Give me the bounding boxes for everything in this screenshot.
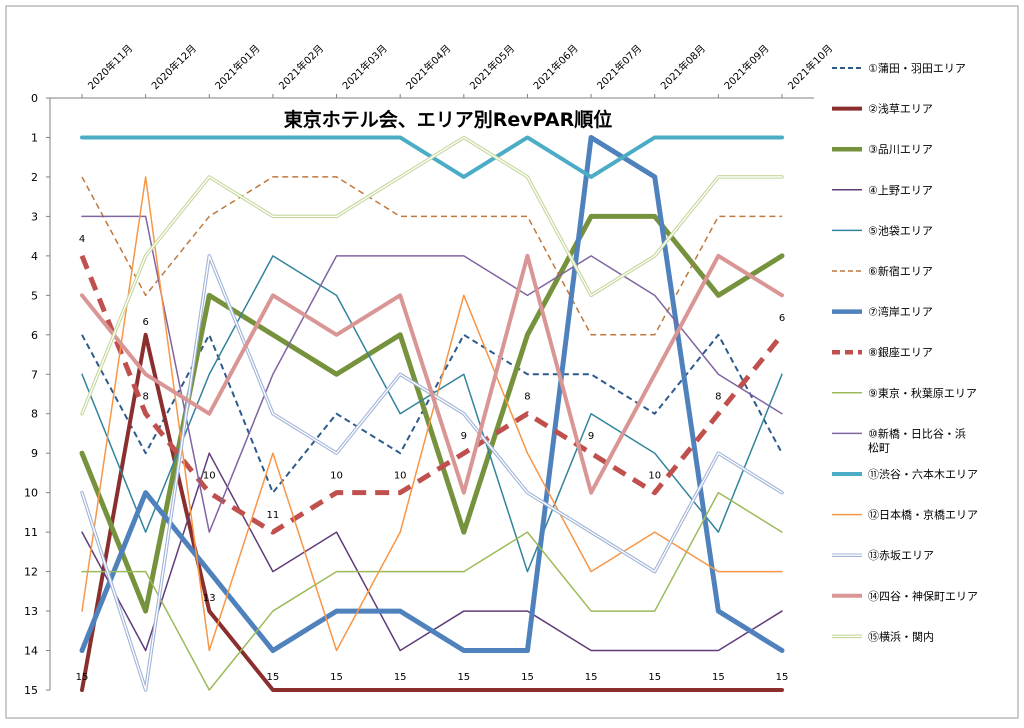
series-line — [79, 134, 785, 654]
legend-entry-8: ⑧銀座エリア — [832, 345, 933, 359]
data-label: 15 — [648, 672, 661, 683]
chart-border — [5, 5, 1019, 719]
y-tick-label: 4 — [31, 250, 38, 263]
legend-label-cont: 松町 — [868, 440, 890, 454]
y-tick-label: 8 — [31, 408, 38, 421]
legend-label: ⑬赤坂エリア — [868, 549, 934, 562]
data-label: 15 — [457, 672, 470, 683]
series-line — [80, 253, 784, 495]
series-line — [79, 213, 785, 614]
legend-entry-5: ⑤池袋エリア — [832, 223, 933, 237]
series-line — [81, 176, 782, 336]
data-label: 13 — [203, 593, 216, 604]
series-line — [81, 215, 783, 533]
legend-entry-13: ⑬赤坂エリア — [832, 549, 934, 562]
data-label: 9 — [588, 431, 594, 442]
y-tick-label: 13 — [24, 605, 38, 618]
legend-label: ⑤池袋エリア — [868, 223, 933, 237]
data-label: 10 — [648, 471, 661, 482]
series-line — [81, 176, 783, 652]
y-tick-label: 3 — [31, 210, 38, 223]
y-tick-label: 10 — [24, 487, 38, 500]
legend-label: ⑩新橋・日比谷・浜 — [868, 426, 966, 440]
data-label: 15 — [521, 672, 534, 683]
legend-entry-1: ①蒲田・羽田エリア — [832, 61, 966, 75]
series-14 — [80, 253, 784, 495]
data-label: 15 — [585, 672, 598, 683]
data-label: 9 — [461, 431, 467, 442]
data-label: 11 — [267, 510, 280, 521]
legend-label: ⑧銀座エリア — [868, 345, 933, 359]
legend-label: ①蒲田・羽田エリア — [868, 61, 966, 75]
legend-label: ④上野エリア — [868, 184, 933, 197]
series-10 — [81, 215, 783, 533]
data-label: 6 — [779, 313, 785, 324]
data-label: 8 — [715, 392, 721, 403]
data-label: 10 — [330, 471, 343, 482]
legend-label: ⑫日本橋・京橋エリア — [868, 508, 978, 522]
series-line — [81, 491, 783, 691]
legend-label: ⑪渋谷・六本木エリア — [868, 467, 978, 481]
y-tick-label: 2 — [31, 171, 38, 184]
legend-label: ⑥新宿エリア — [868, 264, 933, 278]
legend-entry-2: ②浅草エリア — [832, 103, 933, 116]
legend-label: ③品川エリア — [868, 143, 933, 156]
y-tick-label: 12 — [24, 566, 38, 579]
data-label: 15 — [267, 672, 280, 683]
legend-label: ⑮横浜・関内 — [868, 629, 934, 643]
legend-entry-14: ⑭四谷・神保町エリア — [832, 589, 978, 603]
series-7 — [79, 134, 785, 654]
y-tick-label: 0 — [31, 92, 38, 105]
y-tick-label: 14 — [24, 645, 38, 658]
data-label: 15 — [76, 672, 89, 683]
legend-entry-4: ④上野エリア — [832, 184, 933, 197]
series-line — [80, 332, 784, 692]
series-12 — [81, 176, 783, 652]
data-label: 6 — [142, 317, 148, 328]
legend-entry-10: ⑩新橋・日比谷・浜松町 — [832, 426, 966, 454]
data-label: 15 — [394, 672, 407, 683]
legend-entry-9: ⑨東京・秋葉原エリア — [832, 386, 977, 400]
legend-label: ⑨東京・秋葉原エリア — [868, 386, 977, 400]
series-2 — [80, 332, 784, 692]
y-tick-label: 7 — [31, 368, 38, 381]
legend-entry-6: ⑥新宿エリア — [832, 264, 933, 278]
legend-entry-7: ⑦湾岸エリア — [832, 305, 933, 319]
legend-entry-11: ⑪渋谷・六本木エリア — [832, 467, 978, 481]
series-6 — [81, 176, 782, 336]
y-tick-label: 9 — [31, 447, 38, 460]
legend-entry-15: ⑮横浜・関内 — [832, 629, 934, 643]
legend-label: ②浅草エリア — [868, 103, 933, 116]
legend-entry-12: ⑫日本橋・京橋エリア — [832, 508, 978, 522]
y-tick-label: 6 — [31, 329, 38, 342]
legend-entry-3: ③品川エリア — [832, 143, 933, 156]
data-label: 4 — [79, 234, 85, 245]
data-label: 15 — [712, 672, 725, 683]
data-label: 15 — [330, 672, 343, 683]
series-15 — [80, 135, 784, 416]
data-label: 10 — [394, 471, 407, 482]
y-tick-label: 5 — [31, 289, 38, 302]
y-tick-label: 11 — [24, 526, 38, 539]
y-tick-label: 1 — [31, 131, 38, 144]
data-label: 15 — [776, 672, 789, 683]
legend-label: ⑦湾岸エリア — [868, 305, 933, 319]
data-label: 8 — [524, 392, 530, 403]
series-3 — [79, 213, 785, 614]
chart-title: 東京ホテル会、エリア別RevPAR順位 — [284, 108, 612, 131]
data-label: 8 — [142, 392, 148, 403]
data-label: 10 — [203, 471, 216, 482]
series-line-inner — [81, 136, 783, 415]
legend-label: ⑭四谷・神保町エリア — [868, 589, 978, 603]
y-tick-label: 15 — [24, 684, 38, 697]
series-9 — [81, 491, 783, 691]
